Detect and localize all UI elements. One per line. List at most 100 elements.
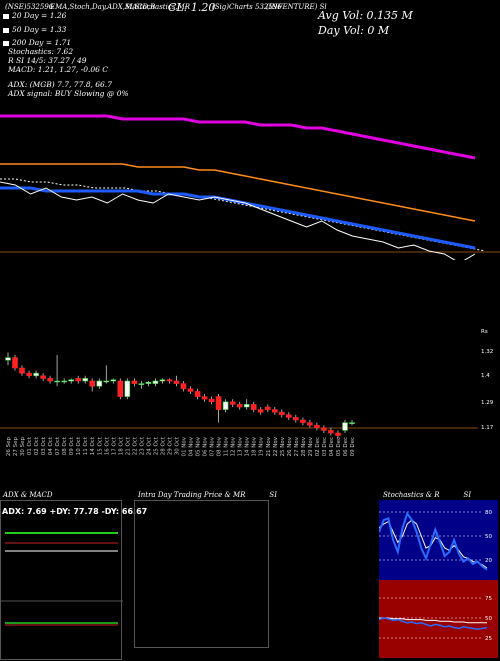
ema20-label: 20 Day = 1.26 — [3, 11, 66, 20]
date-tick: 29 Nov — [308, 436, 314, 456]
candle — [159, 379, 166, 382]
candle — [342, 422, 348, 431]
date-tick: 30 Sep — [20, 437, 26, 457]
date-tick: 11 Nov — [224, 436, 230, 456]
stochastics-value: Stochastics: 7.62 — [8, 47, 74, 56]
candle — [328, 430, 334, 434]
date-tick: 01 Nov — [182, 436, 188, 456]
rsi-tick-25: 25 — [485, 636, 492, 642]
date-tick: 24 Oct — [146, 436, 152, 455]
date-tick: 27 Nov — [294, 436, 300, 456]
rsi-line — [379, 617, 488, 630]
candle — [47, 378, 53, 382]
price-line — [0, 181, 476, 260]
date-tick: 05 Dec — [336, 437, 342, 456]
candle — [145, 381, 152, 384]
candle — [173, 380, 180, 384]
candle — [285, 414, 292, 418]
ema200-swatch — [3, 40, 9, 46]
candle — [54, 380, 60, 383]
candle — [321, 427, 327, 431]
date-tick: 18 Oct — [118, 436, 124, 455]
header-tags-2: SI,Stochastics,MR — [125, 3, 191, 11]
close-price: CL: 1.20 — [168, 1, 216, 14]
candle — [300, 419, 306, 423]
date-tick: 26 Sep — [6, 437, 12, 457]
macd-value: MACD: 1.21, 1.27, -0.06 C — [8, 65, 109, 74]
price-tick: 1.29 — [481, 400, 494, 406]
adx-lines — [1, 532, 123, 626]
candle — [236, 404, 243, 408]
avg-volume: Avg Vol: 0.135 M — [318, 9, 413, 22]
intraday-panel-title: Intra Day Trading Price & MR SI — [138, 491, 277, 499]
candle — [257, 409, 264, 413]
date-tick: 07 Oct — [55, 436, 61, 455]
date-tick: 14 Nov — [245, 436, 251, 456]
stoch-tick-50: 50 — [485, 534, 492, 540]
date-tick: 01 Oct — [27, 436, 33, 455]
candle — [68, 379, 74, 382]
stoch-k-line — [379, 511, 488, 571]
candle — [117, 380, 124, 397]
date-tick: 14 Oct — [90, 436, 96, 455]
candle — [82, 378, 88, 382]
candle — [75, 378, 81, 382]
candle — [243, 404, 250, 408]
date-tick: 15 Oct — [97, 436, 103, 455]
candle — [335, 432, 341, 436]
candle — [96, 380, 103, 387]
date-tick: 17 Oct — [111, 436, 117, 455]
candle — [103, 380, 110, 383]
date-tick: 26 Nov — [287, 436, 293, 456]
date-tick: 22 Nov — [273, 436, 279, 456]
date-tick: 04 Oct — [48, 436, 54, 455]
date-tick: 09 Dec — [350, 437, 356, 456]
date-tick: 04 Dec — [329, 437, 335, 456]
candle — [187, 388, 194, 392]
date-tick: 06 Dec — [343, 437, 349, 456]
date-tick: 02 Oct — [34, 436, 40, 455]
date-tick: 23 Oct — [139, 436, 145, 455]
date-tick: 10 Oct — [76, 436, 82, 455]
date-tick: 16 Oct — [104, 436, 110, 455]
date-tick: 18 Nov — [252, 436, 258, 456]
date-tick: 28 Oct — [160, 436, 166, 455]
rsi-tick-50: 50 — [485, 616, 492, 622]
candle — [222, 401, 229, 410]
date-tick: 30 Oct — [175, 436, 181, 455]
candle — [5, 357, 11, 361]
stochastics-panel-title: Stochastics & R SI — [383, 491, 472, 499]
stoch-tick-20: 20 — [485, 558, 492, 564]
candle — [349, 422, 355, 424]
date-tick: 27 Sep — [13, 437, 19, 457]
date-tick: 08 Oct — [62, 436, 68, 455]
date-tick: 12 Nov — [231, 436, 237, 456]
adx-value: ADX: (MGB) 7.7, 77.8, 66.7 — [8, 80, 112, 89]
candle — [89, 380, 95, 387]
date-tick: 22 Oct — [132, 436, 138, 455]
date-tick: 13 Nov — [238, 436, 244, 456]
date-tick: 03 Oct — [41, 436, 47, 455]
ema50-orange-line — [0, 163, 476, 222]
ema50-swatch — [3, 27, 9, 33]
candle — [194, 391, 201, 397]
header-tags: EMA,Stoch,Day,ADX,MACD,B — [50, 3, 156, 11]
adx-panel: ADX: 7.69 +DY: 77.78 -DY: 66.67 — [0, 500, 147, 660]
day-volume: Day Vol: 0 M — [318, 24, 390, 37]
candle — [229, 401, 236, 405]
candle — [131, 380, 138, 384]
candle — [201, 396, 208, 400]
sig-code: (Sig)Charts 532596 — [212, 3, 282, 11]
stoch-tick-80: 80 — [485, 510, 492, 516]
date-tick: 09 Oct — [69, 436, 75, 455]
candle — [12, 357, 18, 369]
date-tick: 29 Oct — [168, 436, 174, 455]
ema-chart — [0, 114, 500, 260]
candlestick-chart: Rs 1.321.41.291.17 26 Sep 27 Sep 30 Sep 01 … — [0, 329, 494, 457]
candle — [180, 383, 187, 390]
adx-values: ADX: 7.69 +DY: 77.78 -DY: 66.67 — [2, 507, 148, 516]
rsi-tick-75: 75 — [485, 596, 492, 602]
candle — [61, 380, 68, 383]
candle — [166, 379, 173, 382]
price-tick: 1.17 — [481, 425, 494, 431]
